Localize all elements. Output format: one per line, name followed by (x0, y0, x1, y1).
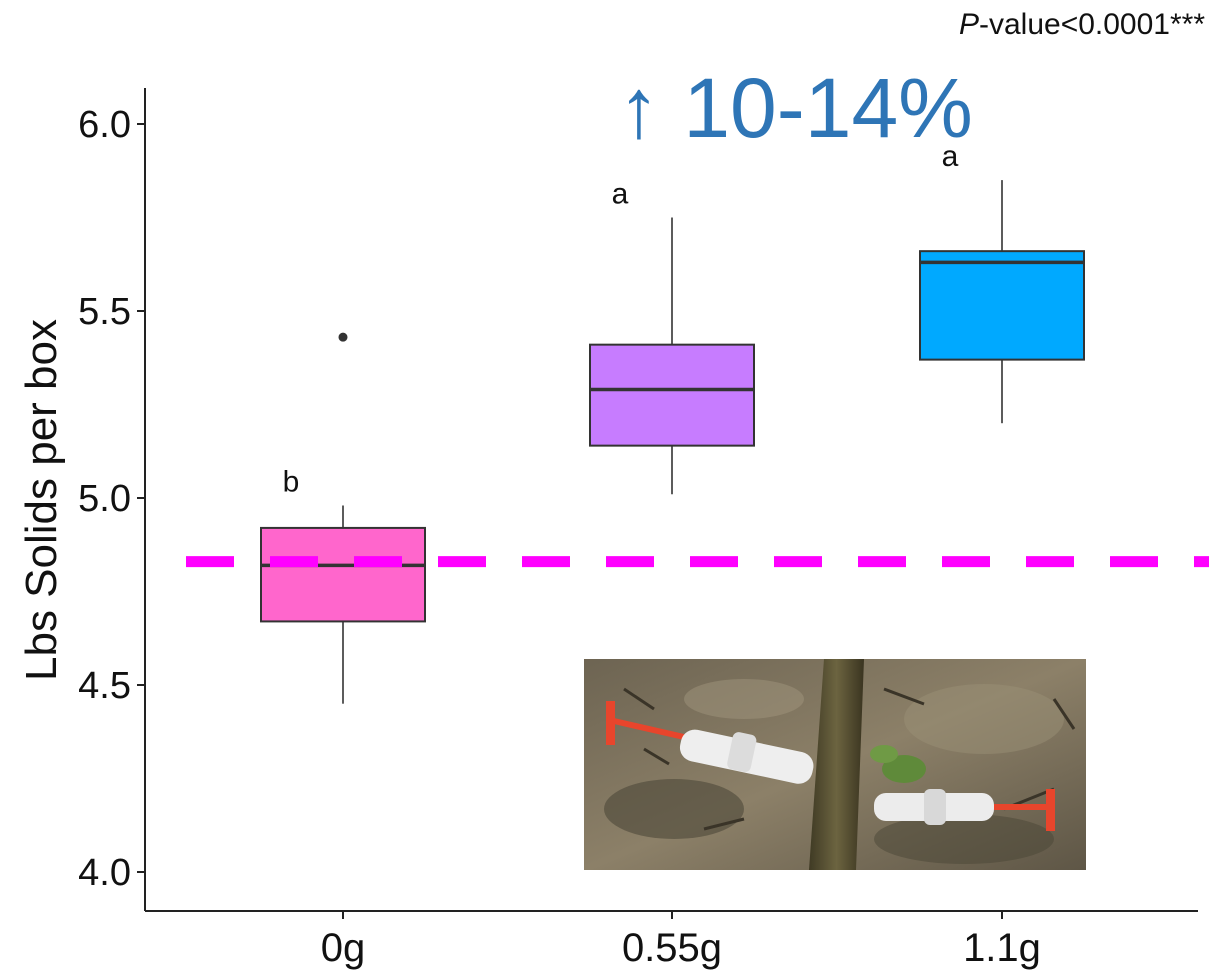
y-tick-label: 4.5 (78, 665, 131, 707)
p-value-symbol: P (958, 8, 979, 41)
significance-letter: a (942, 140, 959, 173)
y-axis-label: Lbs Solids per box (17, 319, 66, 681)
box-0.55g (589, 343, 755, 447)
y-tick-label: 5.5 (78, 291, 131, 333)
p-value-annotation: P-value<0.0001*** (959, 8, 1205, 42)
x-tick-label: 1.1g (963, 926, 1041, 970)
significance-letter: b (283, 465, 300, 498)
box-group: a (919, 140, 1085, 424)
increase-headline: ↑ 10-14% (618, 62, 973, 154)
p-value-text: -value<0.0001*** (978, 8, 1205, 41)
boxes-layer: b a a (260, 140, 1085, 704)
y-tick-label: 6.0 (78, 104, 131, 146)
box-0g (260, 526, 426, 623)
up-arrow-icon: ↑ (618, 61, 660, 155)
x-tick-label: 0g (321, 926, 366, 970)
box-1.1g (919, 250, 1085, 361)
x-tick-label: 0.55g (622, 926, 722, 970)
increase-percentage: 10-14% (683, 61, 973, 155)
box-group: a (589, 178, 755, 495)
significance-letter: a (612, 178, 629, 211)
axes-layer: 4.0 4.5 5.0 5.5 6.0 0g 0.55g 1.1g (78, 88, 1198, 970)
injector-photo (584, 659, 1086, 870)
outlier-point (338, 332, 348, 342)
y-tick-label: 5.0 (78, 478, 131, 520)
y-tick-label: 4.0 (78, 852, 131, 894)
box-group: b (260, 332, 426, 704)
